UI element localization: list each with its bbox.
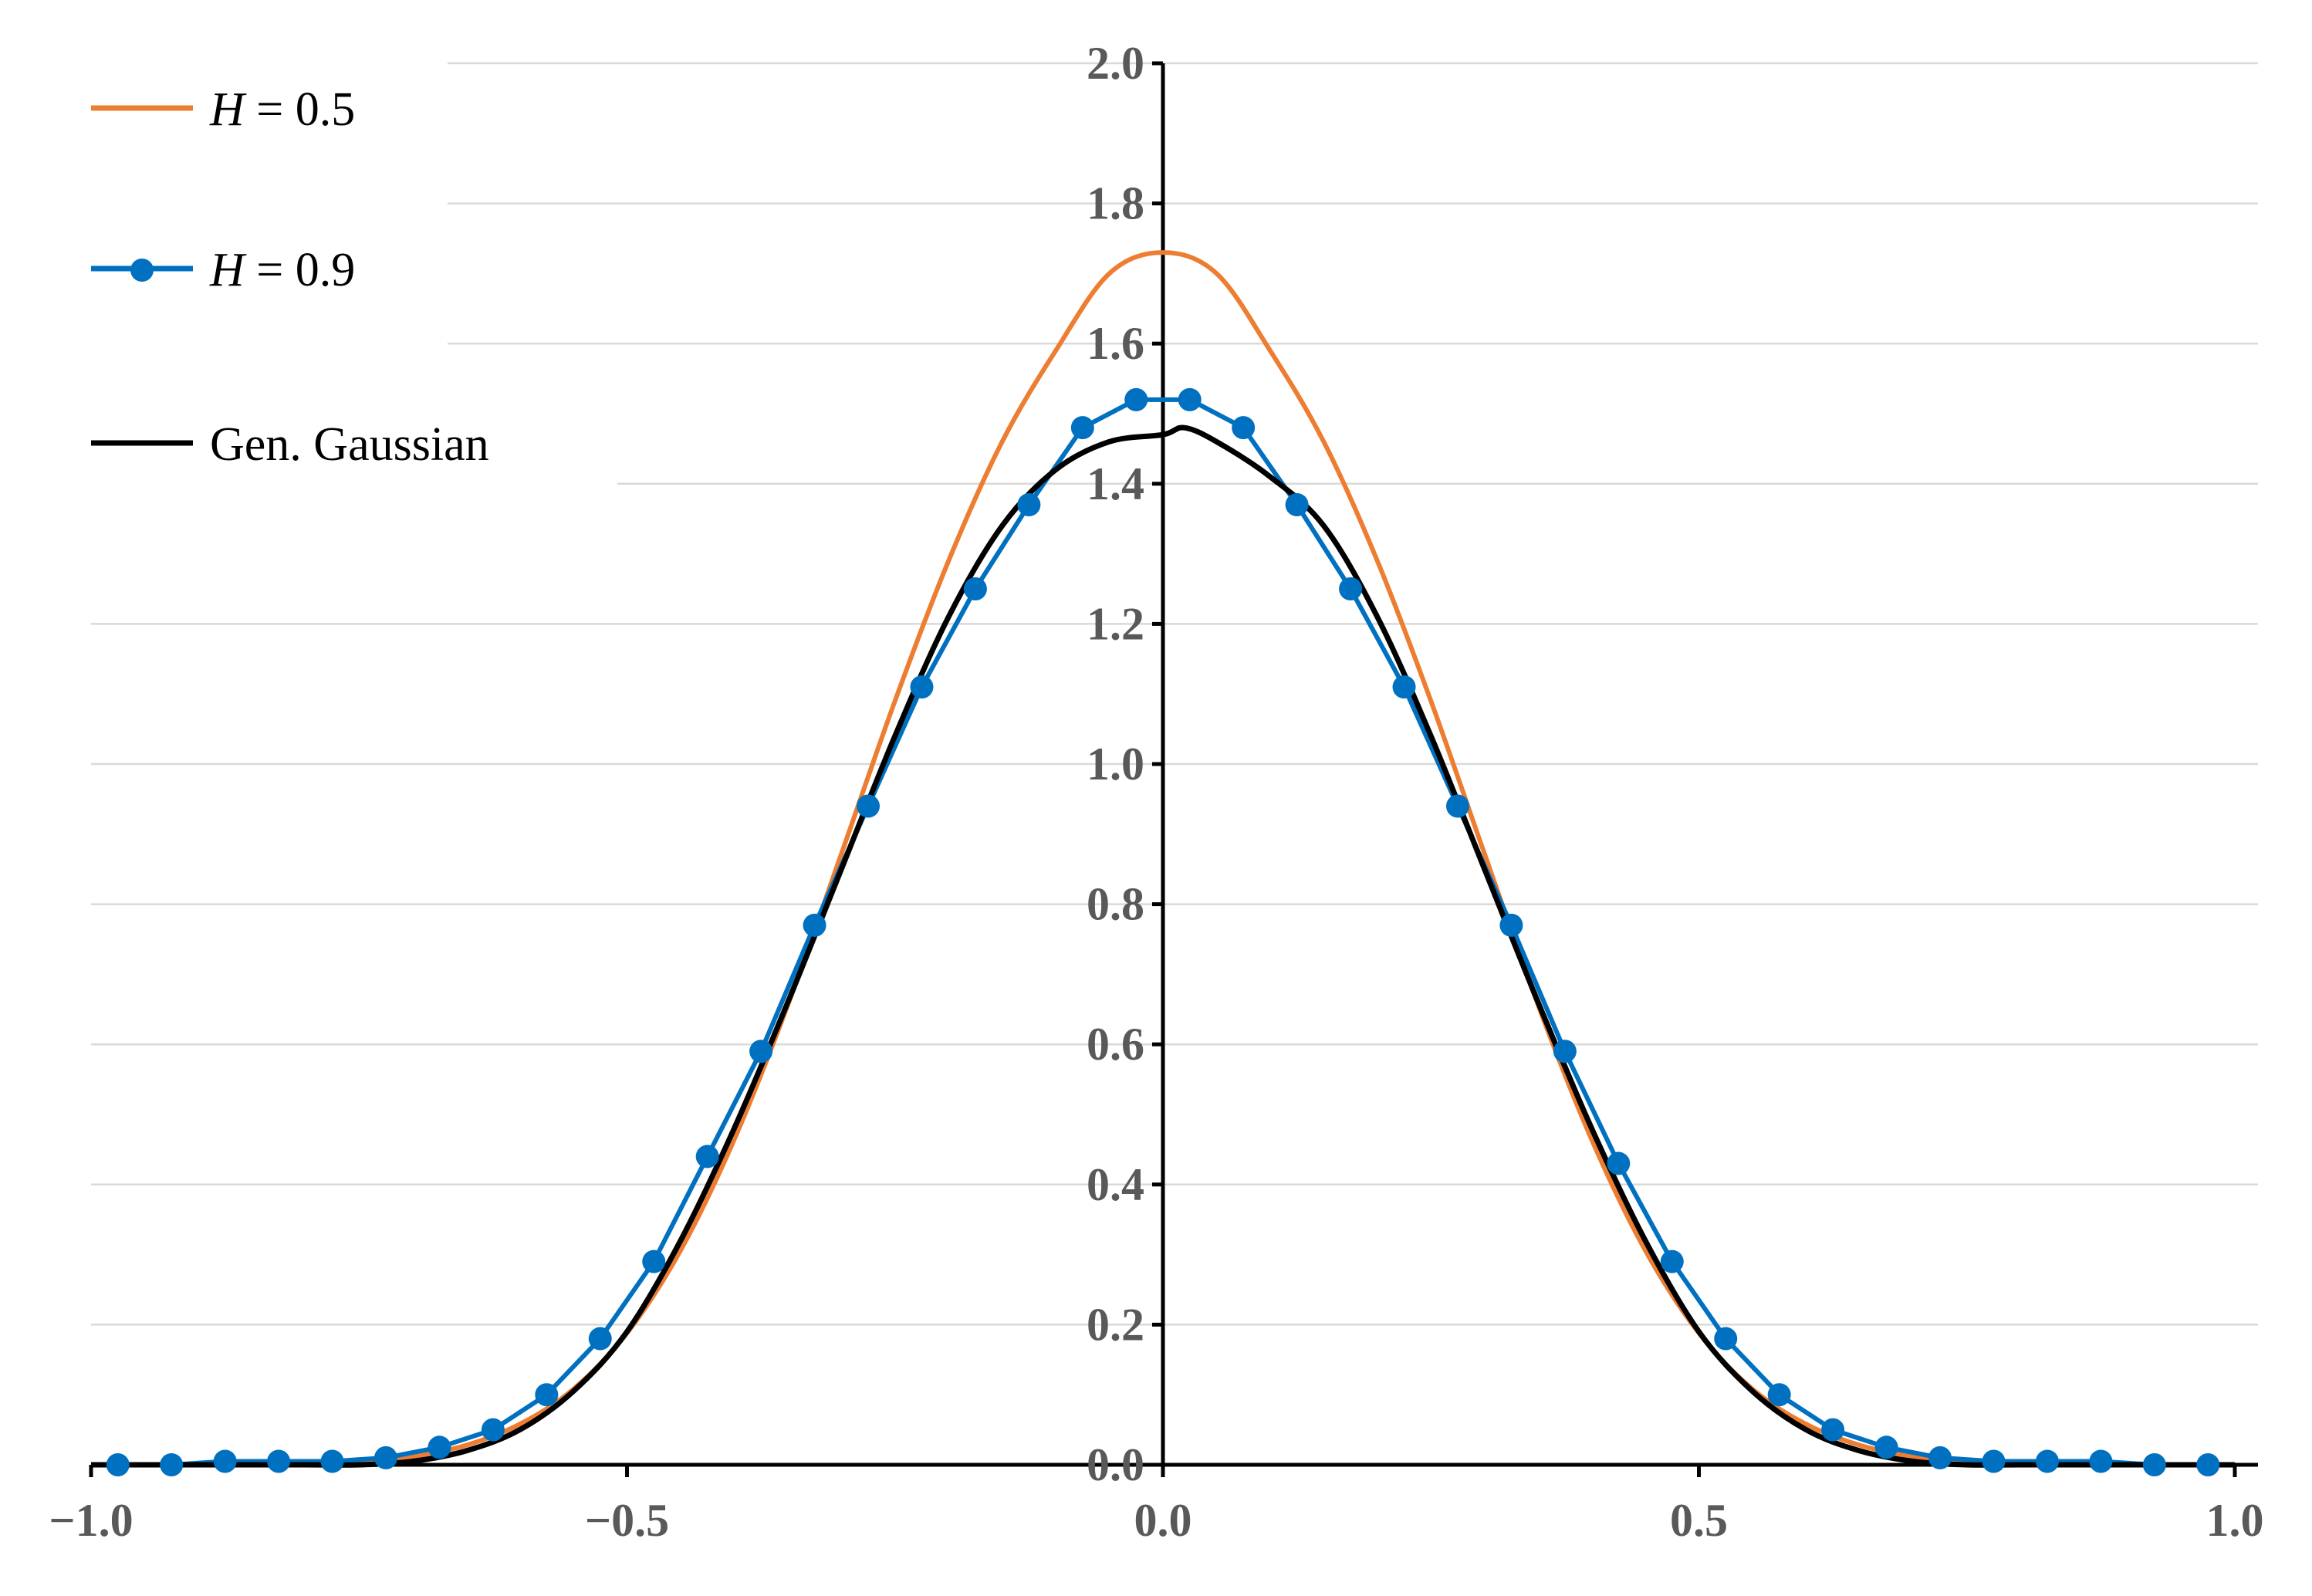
data-point-1-23 bbox=[1339, 577, 1363, 600]
data-point-1-9 bbox=[588, 1327, 612, 1351]
data-point-1-10 bbox=[642, 1249, 666, 1273]
x-tick-label-4: 1.0 bbox=[2206, 1495, 2264, 1546]
data-point-1-25 bbox=[1445, 794, 1469, 818]
legend-label-2: Gen. Gaussian bbox=[210, 418, 489, 471]
tick-labels: 0.0 0.2 0.4 0.6 0.8 1.0 1.2 1.4 1.6 1.8 2.0 −1.0 −0.… bbox=[49, 38, 2263, 1546]
legend-label-text-1: = 0.9 bbox=[245, 244, 355, 296]
series-line-2 bbox=[91, 424, 2235, 1468]
data-point-1-26 bbox=[1499, 913, 1523, 937]
legend-marker-1 bbox=[130, 259, 154, 282]
legend-label-italic-1: H bbox=[209, 244, 247, 296]
series-1-markers bbox=[106, 387, 2220, 1476]
data-point-1-14 bbox=[857, 794, 881, 818]
series bbox=[90, 250, 2236, 1476]
data-point-1-0 bbox=[106, 1453, 130, 1476]
data-point-1-30 bbox=[1714, 1327, 1738, 1351]
x-tick-label-1: −0.5 bbox=[585, 1495, 669, 1546]
legend-label-italic-0: H bbox=[209, 83, 247, 136]
series-1 bbox=[117, 397, 2209, 1467]
data-point-1-37 bbox=[2089, 1449, 2113, 1473]
y-tick-label-1: 0.2 bbox=[1087, 1299, 1144, 1350]
data-point-1-36 bbox=[2035, 1449, 2059, 1473]
y-tick-label-10: 2.0 bbox=[1087, 38, 1144, 89]
legend-item-1: H = 0.9 bbox=[91, 244, 355, 296]
data-point-1-28 bbox=[1607, 1151, 1631, 1175]
data-point-1-8 bbox=[535, 1383, 559, 1407]
data-point-1-16 bbox=[963, 577, 987, 600]
data-point-1-11 bbox=[695, 1145, 719, 1168]
data-point-1-12 bbox=[749, 1040, 773, 1063]
data-point-1-34 bbox=[1928, 1446, 1952, 1469]
data-point-1-3 bbox=[267, 1449, 291, 1473]
series-2 bbox=[91, 424, 2235, 1468]
y-tick-label-2: 0.4 bbox=[1087, 1159, 1144, 1210]
legend-item-0: H = 0.5 bbox=[91, 83, 355, 136]
data-point-1-20 bbox=[1178, 387, 1202, 411]
data-point-1-27 bbox=[1553, 1040, 1577, 1063]
data-point-1-2 bbox=[213, 1449, 237, 1473]
series-line-1 bbox=[117, 397, 2209, 1467]
data-point-1-35 bbox=[1982, 1449, 2006, 1473]
legend-label-text-2: Gen. Gaussian bbox=[210, 418, 489, 471]
data-point-1-33 bbox=[1874, 1435, 1898, 1459]
y-tick-label-8: 1.6 bbox=[1087, 318, 1144, 369]
grid-lines bbox=[91, 62, 2258, 1326]
data-point-1-31 bbox=[1767, 1383, 1791, 1407]
axis-ticks bbox=[89, 61, 2237, 1477]
y-tick-label-3: 0.6 bbox=[1087, 1019, 1144, 1070]
y-tick-label-9: 1.8 bbox=[1087, 178, 1144, 229]
x-tick-label-2: 0.0 bbox=[1134, 1495, 1192, 1546]
y-tick-label-7: 1.4 bbox=[1087, 458, 1144, 509]
data-point-1-18 bbox=[1070, 416, 1094, 440]
data-point-1-29 bbox=[1660, 1249, 1684, 1273]
data-point-1-1 bbox=[160, 1453, 184, 1476]
legend-item-2: Gen. Gaussian bbox=[91, 418, 489, 471]
data-point-1-21 bbox=[1232, 416, 1256, 440]
y-tick-label-5: 1.0 bbox=[1087, 739, 1144, 790]
data-point-1-24 bbox=[1392, 675, 1416, 699]
data-point-1-17 bbox=[1017, 493, 1041, 517]
x-tick-label-0: −1.0 bbox=[49, 1495, 133, 1546]
data-point-1-38 bbox=[2142, 1453, 2166, 1476]
data-point-1-5 bbox=[374, 1446, 397, 1469]
data-point-1-32 bbox=[1821, 1418, 1845, 1442]
legend-label-0: H = 0.5 bbox=[209, 83, 355, 136]
y-tick-label-6: 1.2 bbox=[1087, 598, 1144, 649]
data-point-1-39 bbox=[2196, 1453, 2220, 1476]
data-point-1-15 bbox=[910, 675, 934, 699]
legend-label-text-0: = 0.5 bbox=[245, 83, 355, 136]
x-tick-label-3: 0.5 bbox=[1670, 1495, 1728, 1546]
data-point-1-4 bbox=[320, 1449, 344, 1473]
y-tick-label-0: 0.0 bbox=[1087, 1439, 1144, 1490]
y-tick-label-4: 0.8 bbox=[1087, 879, 1144, 930]
data-point-1-19 bbox=[1124, 387, 1148, 411]
data-point-1-6 bbox=[428, 1435, 451, 1459]
data-point-1-13 bbox=[803, 913, 826, 937]
data-point-1-7 bbox=[481, 1418, 505, 1442]
legend-label-1: H = 0.9 bbox=[209, 244, 355, 296]
data-point-1-22 bbox=[1285, 493, 1309, 517]
